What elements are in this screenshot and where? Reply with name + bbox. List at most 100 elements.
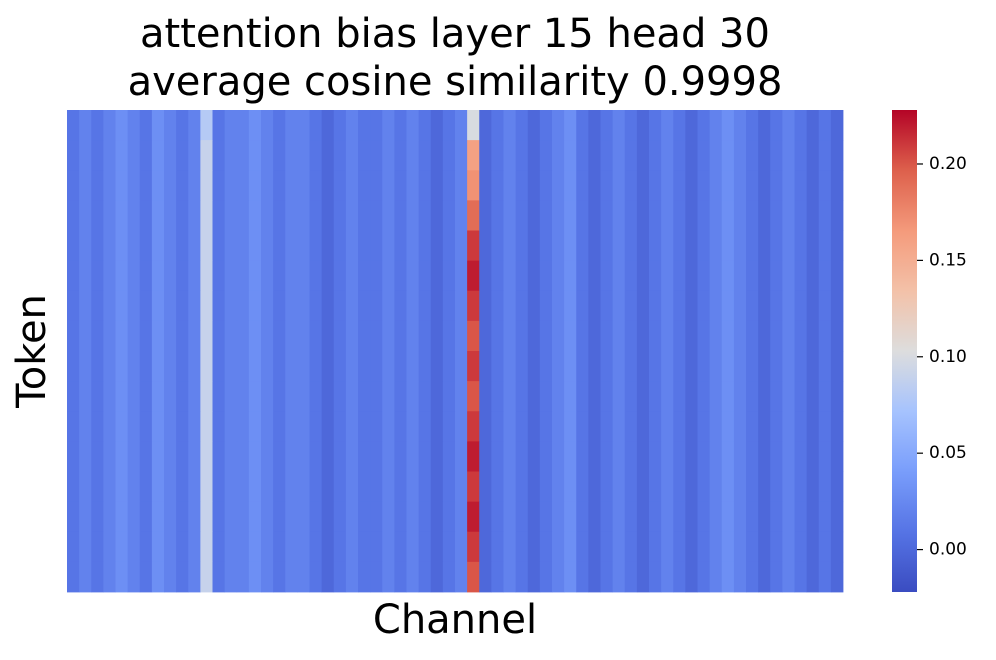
- heatmap-cell: [261, 351, 274, 382]
- heatmap-cell: [746, 471, 759, 503]
- heatmap-cell: [552, 561, 565, 593]
- heatmap-cell: [91, 140, 104, 171]
- heatmap-cell: [612, 110, 626, 141]
- heatmap-cell: [442, 230, 456, 262]
- heatmap-cell: [455, 381, 468, 412]
- heatmap-cell: [467, 351, 480, 382]
- heatmap-cell: [345, 561, 359, 593]
- heatmap-cell: [115, 411, 129, 442]
- heatmap-cell: [151, 110, 165, 141]
- heatmap-cell: [236, 561, 250, 593]
- heatmap-cell: [794, 170, 808, 201]
- heatmap-cell: [649, 351, 662, 382]
- heatmap-cell: [248, 200, 262, 231]
- heatmap-cell: [248, 260, 262, 292]
- heatmap-cell: [539, 471, 553, 503]
- heatmap-cell: [794, 531, 808, 563]
- heatmap-cell: [479, 381, 492, 412]
- heatmap-cell: [212, 110, 226, 141]
- heatmap-cell: [564, 531, 577, 563]
- heatmap-cell: [370, 381, 383, 412]
- heatmap-cell: [733, 110, 747, 141]
- heatmap-cell: [212, 411, 226, 442]
- heatmap-cell: [67, 381, 80, 412]
- heatmap-cell: [418, 501, 432, 533]
- heatmap-cell: [709, 381, 723, 412]
- heatmap-cell: [297, 561, 310, 593]
- heatmap-cell: [309, 110, 323, 141]
- heatmap-cell: [358, 411, 371, 442]
- heatmap-cell: [188, 200, 201, 231]
- heatmap-cell: [636, 200, 650, 231]
- heatmap-cell: [115, 320, 129, 352]
- heatmap-cell: [733, 381, 747, 412]
- heatmap-cell: [564, 411, 577, 442]
- heatmap-cell: [467, 230, 480, 262]
- heatmap-cell: [67, 200, 80, 231]
- chart-title: average cosine similarity 0.9998: [128, 59, 783, 105]
- heatmap-cell: [151, 381, 165, 412]
- heatmap-cell: [539, 110, 553, 141]
- heatmap-cell: [830, 501, 844, 533]
- heatmap-cell: [782, 531, 795, 563]
- heatmap-cell: [164, 170, 177, 201]
- heatmap-cell: [600, 351, 614, 382]
- heatmap-cell: [418, 351, 432, 382]
- heatmap-cell: [430, 140, 444, 171]
- heatmap-cell: [91, 531, 104, 563]
- heatmap-cell: [261, 290, 274, 322]
- heatmap-cell: [103, 561, 116, 593]
- heatmap-cell: [818, 320, 832, 352]
- heatmap-cell: [612, 290, 626, 322]
- heatmap-cell: [285, 351, 298, 382]
- heatmap-cell: [721, 561, 735, 593]
- heatmap-cell: [818, 471, 832, 503]
- heatmap-cell: [455, 290, 468, 322]
- heatmap-cell: [830, 140, 844, 171]
- heatmap-cell: [685, 441, 698, 472]
- heatmap-cell: [297, 290, 310, 322]
- heatmap-cell: [224, 471, 238, 503]
- heatmap-cell: [382, 230, 395, 262]
- heatmap-cell: [806, 381, 820, 412]
- heatmap-cell: [491, 531, 504, 563]
- heatmap-cell: [782, 561, 795, 593]
- heatmap-cell: [212, 381, 226, 412]
- heatmap-cell: [382, 170, 395, 201]
- heatmap-cell: [733, 351, 747, 382]
- heatmap-cell: [733, 200, 747, 231]
- heatmap-cell: [576, 531, 589, 563]
- heatmap-cell: [200, 110, 213, 141]
- heatmap-cell: [624, 501, 638, 533]
- heatmap-cell: [236, 290, 250, 322]
- heatmap-cell: [236, 260, 250, 292]
- heatmap-cell: [200, 561, 213, 593]
- heatmap-cell: [309, 381, 323, 412]
- heatmap-cell: [733, 441, 747, 472]
- heatmap-cell: [479, 200, 492, 231]
- heatmap-cell: [782, 411, 795, 442]
- heatmap-cell: [91, 290, 104, 322]
- heatmap-cell: [455, 411, 468, 442]
- heatmap-cell: [685, 351, 698, 382]
- heatmap-cell: [746, 260, 759, 292]
- heatmap-cell: [527, 110, 541, 141]
- heatmap-cell: [382, 471, 395, 503]
- heatmap-cell: [67, 471, 80, 503]
- heatmap-cell: [430, 471, 444, 503]
- heatmap-cell: [830, 170, 844, 201]
- heatmap-cell: [200, 501, 213, 533]
- heatmap-cell: [612, 441, 626, 472]
- heatmap-cell: [67, 441, 80, 472]
- heatmap-cell: [709, 230, 723, 262]
- heatmap-cell: [79, 441, 92, 472]
- heatmap-cell: [455, 471, 468, 503]
- heatmap-cell: [758, 140, 771, 171]
- heatmap-cell: [503, 351, 517, 382]
- heatmap-cell: [164, 200, 177, 231]
- heatmap-cell: [164, 260, 177, 292]
- heatmap-cell: [467, 441, 480, 472]
- heatmap-cell: [624, 381, 638, 412]
- heatmap-cell: [176, 471, 189, 503]
- heatmap-cell: [103, 230, 116, 262]
